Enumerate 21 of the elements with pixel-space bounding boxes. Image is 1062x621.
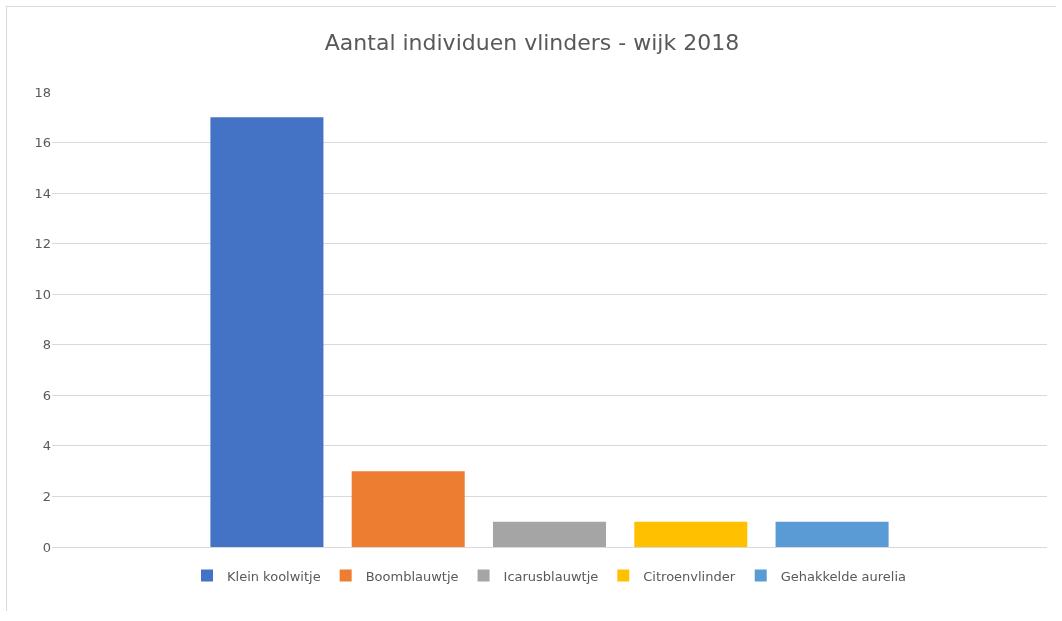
- y-tick-label: 6: [42, 387, 51, 403]
- y-tick-label: 4: [42, 438, 51, 454]
- legend-label: Icarusblauwtje: [503, 568, 599, 584]
- legend-label: Citroenvlinder: [643, 568, 736, 584]
- bar: [775, 521, 889, 547]
- bar: [634, 521, 748, 547]
- legend-label: Boomblauwtje: [365, 568, 459, 584]
- y-tick-label: 12: [34, 236, 51, 252]
- y-tick-label: 0: [42, 539, 51, 555]
- y-tick-label: 16: [34, 135, 51, 151]
- y-tick-label: 18: [34, 84, 51, 100]
- chart-title: Aantal individuen vlinders - wijk 2018: [324, 29, 740, 55]
- legend-label: Gehakkelde aurelia: [780, 568, 907, 584]
- bar: [351, 471, 465, 547]
- y-tick-label: 10: [34, 286, 51, 302]
- y-tick-label: 14: [34, 185, 51, 201]
- bar: [492, 521, 607, 547]
- legend-label: Klein koolwitje: [227, 568, 321, 584]
- y-tick-label: 2: [42, 488, 51, 504]
- y-tick-label: 8: [42, 337, 51, 353]
- bar: [210, 117, 324, 547]
